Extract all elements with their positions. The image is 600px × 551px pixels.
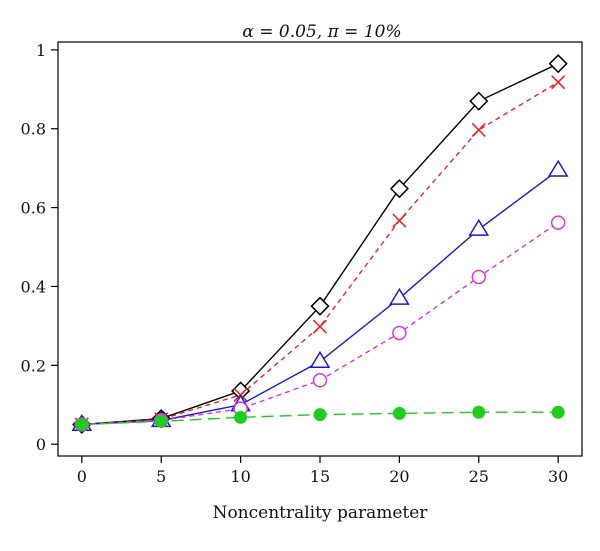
x-tick-label: 20 xyxy=(389,467,409,486)
y-tick-label: 1 xyxy=(36,41,46,60)
data-point xyxy=(389,287,410,305)
series-circle-open xyxy=(74,215,566,432)
series-line xyxy=(81,63,559,426)
data-point xyxy=(309,350,331,368)
x-tick-label: 15 xyxy=(310,467,330,486)
data-point xyxy=(75,417,89,431)
data-point xyxy=(312,319,328,334)
data-point xyxy=(392,213,407,228)
data-point xyxy=(472,405,486,419)
data-point xyxy=(154,414,168,428)
axes: 0 5 10 15 20 25 30 0 0.2 0.4 0.6 0.8 1 xyxy=(21,41,569,486)
series-line xyxy=(81,222,559,426)
data-point xyxy=(548,54,568,74)
data-point xyxy=(234,410,248,424)
chart-title: α = 0.05, π = 10% xyxy=(242,22,401,42)
data-point xyxy=(547,159,569,177)
data-point xyxy=(551,75,566,90)
data-point xyxy=(392,406,406,420)
series-circle-filled xyxy=(75,405,565,431)
x-tick-label: 5 xyxy=(156,467,166,486)
x-tick-label: 10 xyxy=(230,467,250,486)
data-point xyxy=(550,215,566,230)
x-tick-label: 25 xyxy=(469,467,489,486)
x-tick-label: 30 xyxy=(548,467,568,486)
x-tick-label: 0 xyxy=(77,467,87,486)
y-tick-label: 0.4 xyxy=(21,277,46,296)
data-point xyxy=(471,122,486,137)
plot-frame xyxy=(57,41,583,457)
data-point xyxy=(310,296,330,316)
data-point xyxy=(392,325,407,341)
x-axis-title: Noncentrality parameter xyxy=(213,503,429,523)
data-point xyxy=(468,218,490,236)
y-tick-label: 0.6 xyxy=(21,199,46,218)
data-point xyxy=(313,408,327,422)
data-point xyxy=(312,373,328,388)
data-point xyxy=(471,269,487,285)
series-triangle xyxy=(71,159,569,432)
y-tick-label: 0 xyxy=(36,435,46,454)
series-layer xyxy=(71,54,569,435)
data-point xyxy=(469,91,489,111)
data-point xyxy=(389,179,409,199)
y-tick-label: 0.8 xyxy=(21,120,46,139)
y-tick-label: 0.2 xyxy=(21,356,46,375)
data-point xyxy=(551,405,565,419)
